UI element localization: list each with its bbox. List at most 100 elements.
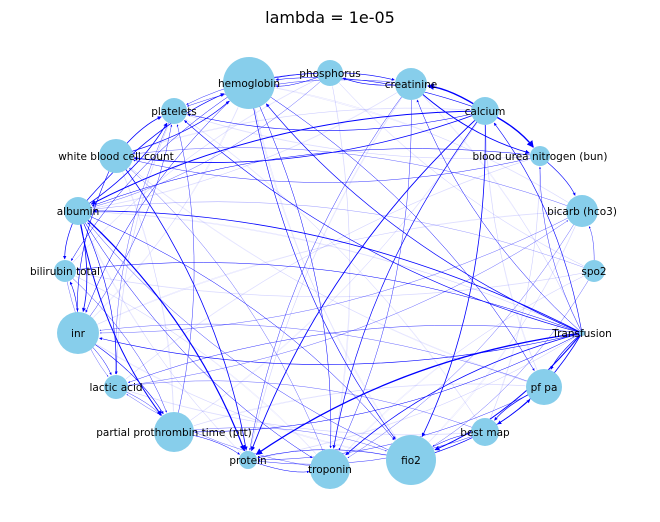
- edge-ptt-pfpa: [173, 383, 526, 433]
- edge-hco3-wbc: [133, 147, 583, 212]
- edge-hco3-hemoglobin: [275, 87, 583, 212]
- edge-fio2-inr: [96, 344, 412, 461]
- edge-albumin-protein: [77, 210, 241, 454]
- edge-hemoglobin-fio2: [248, 82, 397, 439]
- edge-bilirubin-spo2: [64, 270, 583, 298]
- edge-hco3-fio2: [429, 210, 583, 442]
- node-troponin: [310, 449, 350, 489]
- edge-albumin-fio2: [77, 210, 395, 441]
- edge-inr-fio2: [77, 332, 386, 456]
- edge-phosphorus-troponin: [329, 72, 351, 449]
- edge-albumin-transfusion: [77, 210, 579, 332]
- edge-transfusion-hemoglobin: [265, 103, 583, 334]
- node-wbc: [99, 139, 133, 173]
- node-label-transfusion: Transfusion: [551, 328, 612, 340]
- edge-ptt-wbc: [122, 172, 175, 433]
- node-label-inr: inr: [71, 328, 86, 340]
- edge-albumin-inr: [77, 210, 88, 312]
- edge-bestmap-bun: [484, 166, 541, 433]
- node-label-hemoglobin: hemoglobin: [218, 78, 280, 90]
- node-ptt: [154, 412, 194, 452]
- node-transfusion: [579, 330, 585, 336]
- edge-calcium-wbc: [133, 108, 486, 151]
- edge-transfusion-fio2: [434, 332, 583, 451]
- edge-calcium-wbc: [133, 110, 486, 163]
- edge-transfusion-inr: [99, 332, 583, 365]
- node-label-hco3: bicarb (hco3): [547, 206, 617, 218]
- edge-hco3-troponin: [347, 210, 583, 458]
- edge-transfusion-bun: [538, 166, 583, 334]
- edge-wbc-pfpa: [115, 155, 526, 382]
- node-platelets: [161, 98, 187, 124]
- edge-wbc-ptt: [115, 155, 174, 412]
- edge-bestmap-lactic: [128, 380, 486, 433]
- edge-creatinine-bun: [410, 83, 530, 155]
- node-bilirubin: [54, 260, 76, 282]
- edge-lactic-platelets: [115, 123, 169, 388]
- node-label-spo2: spo2: [581, 266, 606, 278]
- edge-spo2-troponin: [344, 270, 595, 454]
- edge-bun-bestmap: [490, 155, 541, 419]
- edge-pfpa-inr: [99, 323, 545, 388]
- node-label-fio2: fio2: [401, 455, 421, 467]
- edge-platelets-bun: [173, 110, 530, 159]
- edge-platelets-bestmap: [173, 110, 477, 420]
- edge-transfusion-protein: [257, 332, 583, 459]
- edge-wbc-protein: [115, 155, 248, 451]
- node-label-bilirubin: bilirubin total: [30, 266, 100, 278]
- edge-albumin-platelets: [77, 122, 168, 212]
- edge-layer: [62, 72, 595, 474]
- node-label-protein: protein: [229, 455, 266, 467]
- edge-fio2-hemoglobin: [254, 109, 412, 461]
- node-label-creatinine: creatinine: [385, 79, 437, 91]
- node-bun: [530, 146, 550, 166]
- edge-transfusion-protein: [255, 332, 583, 455]
- edge-calcium-platelets: [187, 110, 486, 131]
- edge-transfusion-albumin: [92, 211, 583, 334]
- node-label-platelets: platelets: [151, 106, 197, 118]
- node-label-phosphorus: phosphorus: [299, 68, 360, 80]
- edge-hco3-inr: [97, 210, 583, 324]
- label-layer: hemoglobin phosphorus creatinine calcium blo…: [30, 68, 617, 476]
- node-hco3: [566, 195, 598, 227]
- edge-inr-hco3: [77, 211, 566, 334]
- edge-creatinine-platelets: [186, 79, 412, 107]
- edge-calcium-pfpa: [484, 110, 537, 370]
- edge-calcium-ptt: [191, 110, 486, 421]
- edge-transfusion-creatinine: [423, 95, 583, 334]
- edge-protein-creatinine: [247, 97, 402, 461]
- edge-transfusion-albumin: [92, 209, 583, 334]
- node-label-pfpa: pf pa: [531, 382, 558, 394]
- edge-hemoglobin-hco3: [248, 82, 568, 203]
- node-label-albumin: albumin: [57, 206, 99, 218]
- edge-lactic-hco3: [115, 220, 569, 388]
- edge-ptt-fio2: [173, 427, 387, 452]
- edge-spo2-phosphorus: [339, 83, 595, 272]
- node-label-bun: blood urea nitrogen (bun): [473, 151, 608, 163]
- node-label-wbc: white blood cell count: [58, 151, 174, 163]
- edge-creatinine-albumin: [92, 83, 412, 209]
- node-inr: [57, 312, 99, 354]
- edge-troponin-lactic: [126, 394, 331, 470]
- node-bestmap: [471, 418, 499, 446]
- edge-troponin-wbc: [129, 167, 331, 470]
- edge-inr-hemoglobin: [77, 107, 239, 334]
- edge-pfpa-wbc: [129, 167, 545, 388]
- node-lactic: [104, 375, 128, 399]
- edge-protein-transfusion: [247, 335, 579, 461]
- edge-bilirubin-ptt: [64, 270, 167, 413]
- edge-albumin-hemoglobin: [77, 93, 225, 212]
- edge-hemoglobin-inr: [85, 82, 250, 313]
- node-label-bestmap: best map: [460, 427, 510, 439]
- edge-bestmap-platelets: [185, 118, 486, 433]
- edge-calcium-albumin: [90, 110, 486, 205]
- edge-hco3-inr: [99, 210, 583, 334]
- edge-albumin-creatinine: [77, 92, 397, 212]
- node-label-ptt: partial prothrombin time (ptt): [96, 427, 252, 439]
- edge-albumin-lactic: [77, 210, 118, 375]
- edge-calcium-fio2: [421, 110, 486, 437]
- edge-fio2-albumin: [87, 222, 412, 461]
- edge-calcium-hemoglobin: [275, 77, 486, 112]
